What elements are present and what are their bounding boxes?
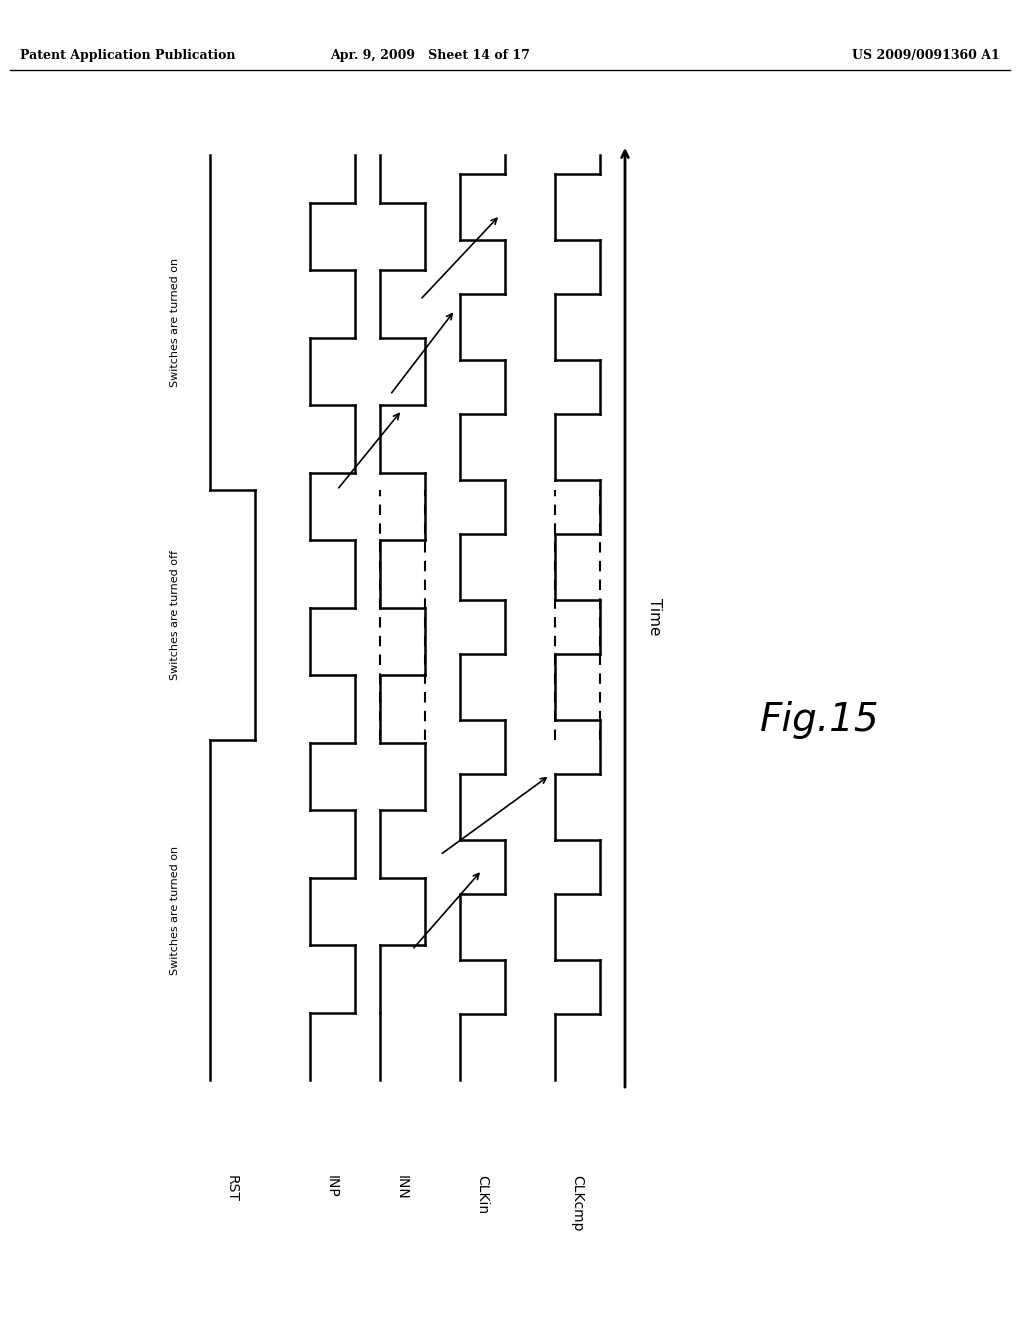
Text: Fig.15: Fig.15 [760, 701, 880, 739]
Text: Time: Time [647, 598, 662, 636]
Text: Apr. 9, 2009   Sheet 14 of 17: Apr. 9, 2009 Sheet 14 of 17 [330, 49, 530, 62]
Text: CLKin: CLKin [475, 1175, 489, 1214]
Text: Patent Application Publication: Patent Application Publication [20, 49, 236, 62]
Text: INN: INN [395, 1175, 409, 1200]
Text: RST: RST [225, 1175, 239, 1203]
Text: US 2009/0091360 A1: US 2009/0091360 A1 [852, 49, 1000, 62]
Text: INP: INP [325, 1175, 339, 1197]
Text: Switches are turned on: Switches are turned on [170, 845, 180, 974]
Text: Switches are turned on: Switches are turned on [170, 257, 180, 387]
Text: CLKcmp: CLKcmp [570, 1175, 584, 1232]
Text: Switches are turned off: Switches are turned off [170, 550, 180, 680]
